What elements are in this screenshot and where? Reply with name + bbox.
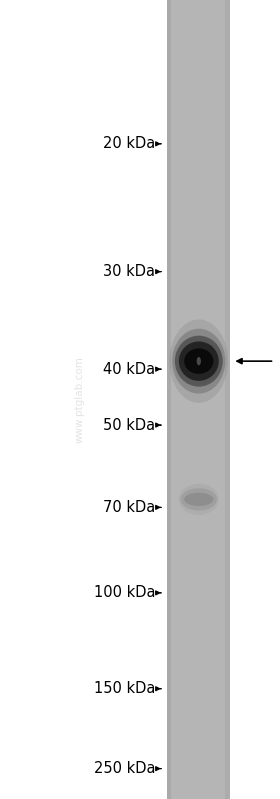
Bar (167, 0, 171, 799)
Text: www.ptglab.com: www.ptglab.com (75, 356, 85, 443)
Ellipse shape (184, 493, 213, 506)
Ellipse shape (184, 348, 213, 374)
Bar (167, 0, 230, 799)
Text: 50 kDa: 50 kDa (103, 418, 155, 432)
Text: 150 kDa: 150 kDa (94, 682, 155, 696)
Ellipse shape (179, 483, 219, 515)
Text: 100 kDa: 100 kDa (94, 586, 155, 600)
Ellipse shape (181, 488, 217, 511)
Text: 20 kDa: 20 kDa (103, 137, 155, 151)
Ellipse shape (179, 341, 219, 381)
Ellipse shape (197, 357, 201, 365)
Text: 40 kDa: 40 kDa (103, 362, 155, 376)
Ellipse shape (172, 328, 225, 394)
Text: 30 kDa: 30 kDa (103, 264, 155, 279)
Bar (225, 0, 230, 799)
Text: 70 kDa: 70 kDa (103, 500, 155, 515)
Ellipse shape (169, 320, 228, 403)
Ellipse shape (175, 336, 223, 387)
Text: 250 kDa: 250 kDa (94, 761, 155, 776)
